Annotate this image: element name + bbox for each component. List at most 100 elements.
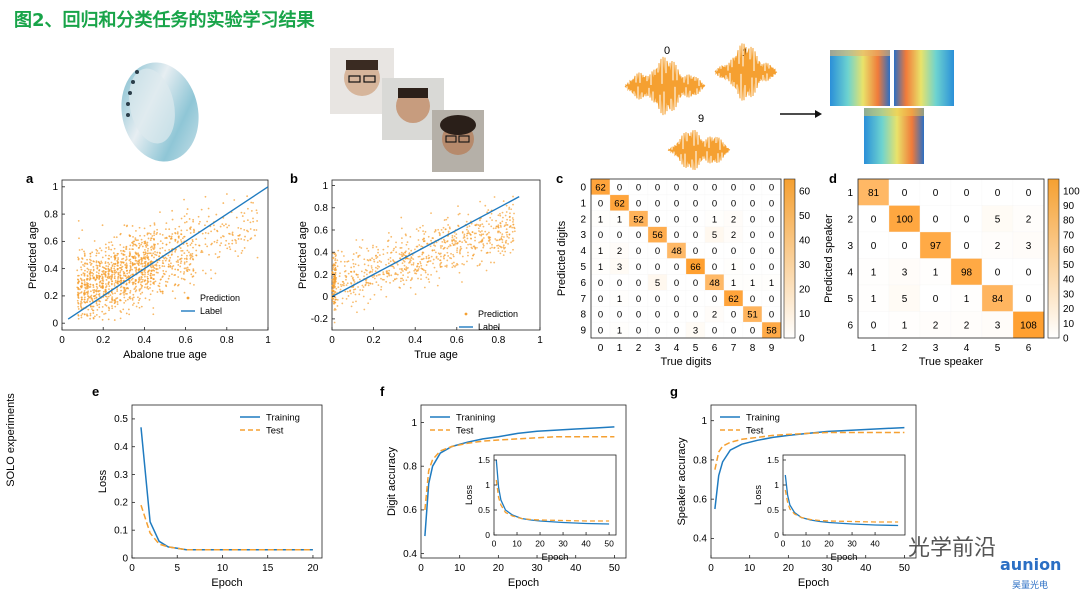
prediction-point bbox=[338, 275, 341, 278]
x-tick-label: 10 bbox=[217, 563, 229, 574]
prediction-point bbox=[501, 233, 504, 236]
prediction-point bbox=[185, 267, 187, 270]
y-tick-label: 1 bbox=[52, 182, 58, 193]
x-tick-label: 20 bbox=[307, 563, 319, 574]
prediction-point bbox=[138, 245, 141, 247]
prediction-point bbox=[332, 302, 335, 305]
prediction-point bbox=[131, 298, 134, 301]
prediction-point bbox=[358, 293, 361, 296]
abalone-shell-icon bbox=[121, 62, 199, 162]
prediction-point bbox=[215, 213, 218, 216]
prediction-point bbox=[163, 265, 166, 268]
prediction-point bbox=[152, 282, 154, 284]
prediction-point bbox=[512, 220, 514, 223]
prediction-point bbox=[108, 248, 110, 250]
x-tick-label: 20 bbox=[824, 539, 834, 549]
prediction-point bbox=[140, 262, 143, 265]
prediction-point bbox=[161, 233, 164, 236]
x-tick-label: 0 bbox=[708, 563, 714, 574]
chart-c: 62 0 0 0 0 0 0 0 0 00 62 0 0 0 0 0 0 0 01 1 52 0 0 0 1 2 0 00 0 0 56 0 0… bbox=[556, 178, 811, 368]
prediction-point bbox=[114, 299, 116, 301]
prediction-point bbox=[158, 255, 160, 258]
prediction-point bbox=[431, 249, 434, 252]
prediction-point bbox=[133, 240, 136, 243]
prediction-point bbox=[378, 265, 381, 268]
prediction-point bbox=[152, 313, 155, 316]
prediction-point bbox=[113, 302, 116, 305]
prediction-point bbox=[499, 252, 502, 255]
y-tick-label: 8 bbox=[580, 310, 586, 321]
prediction-point bbox=[401, 237, 403, 240]
prediction-point bbox=[390, 274, 393, 277]
prediction-point bbox=[111, 273, 114, 276]
x-tick-label: 9 bbox=[769, 343, 775, 354]
prediction-point bbox=[450, 252, 452, 255]
prediction-point bbox=[210, 230, 213, 233]
prediction-point bbox=[109, 294, 112, 296]
prediction-point bbox=[147, 277, 149, 280]
prediction-point bbox=[130, 278, 133, 281]
prediction-point bbox=[435, 270, 438, 273]
prediction-point bbox=[468, 225, 471, 227]
prediction-point bbox=[424, 230, 427, 233]
prediction-point bbox=[105, 286, 107, 289]
prediction-point bbox=[455, 240, 457, 243]
prediction-point bbox=[499, 214, 502, 217]
prediction-point bbox=[101, 286, 104, 288]
cell-value: 0 bbox=[995, 267, 1001, 278]
prediction-point bbox=[95, 254, 98, 257]
cell-value: 1 bbox=[871, 267, 877, 278]
prediction-point bbox=[77, 317, 80, 320]
prediction-point bbox=[123, 296, 126, 299]
prediction-point bbox=[433, 266, 436, 269]
prediction-point bbox=[92, 276, 95, 279]
prediction-point bbox=[80, 266, 82, 269]
x-tick-label: 20 bbox=[535, 539, 545, 549]
prediction-point bbox=[193, 231, 195, 234]
prediction-point bbox=[204, 231, 207, 234]
prediction-point bbox=[340, 250, 343, 253]
prediction-point bbox=[192, 275, 195, 278]
prediction-point bbox=[478, 241, 480, 244]
prediction-point bbox=[420, 245, 423, 248]
prediction-point bbox=[164, 256, 167, 259]
prediction-point bbox=[243, 238, 246, 241]
prediction-point bbox=[429, 260, 432, 262]
prediction-point bbox=[111, 264, 114, 266]
prediction-point bbox=[171, 218, 174, 221]
prediction-point bbox=[456, 251, 458, 254]
prediction-point bbox=[150, 260, 153, 263]
label-line bbox=[331, 196, 520, 298]
panel-letter-e: e bbox=[92, 384, 99, 399]
prediction-point bbox=[183, 291, 186, 294]
prediction-point bbox=[453, 235, 456, 238]
prediction-point bbox=[334, 261, 337, 264]
prediction-point bbox=[469, 232, 471, 235]
prediction-point bbox=[499, 212, 501, 215]
prediction-point bbox=[135, 230, 137, 232]
prediction-point bbox=[189, 227, 191, 230]
prediction-point bbox=[362, 295, 365, 298]
prediction-point bbox=[77, 274, 80, 277]
prediction-point bbox=[235, 242, 238, 244]
prediction-point bbox=[352, 288, 355, 291]
prediction-point bbox=[204, 237, 207, 240]
prediction-point bbox=[77, 305, 80, 308]
prediction-point bbox=[367, 284, 370, 287]
prediction-point bbox=[154, 250, 156, 253]
chart-e: 0 5 10 15 2000.10.20.30.40.5EpochLossTrainin… bbox=[97, 404, 323, 589]
prediction-point bbox=[351, 258, 354, 261]
prediction-point bbox=[120, 279, 123, 282]
prediction-point bbox=[84, 262, 87, 265]
prediction-point bbox=[149, 246, 152, 249]
prediction-point bbox=[502, 246, 505, 249]
cell-value: 56 bbox=[652, 230, 663, 241]
prediction-point bbox=[137, 302, 140, 304]
prediction-point bbox=[438, 253, 441, 256]
cell-value: 58 bbox=[766, 326, 777, 337]
prediction-point bbox=[400, 246, 403, 249]
prediction-point bbox=[477, 227, 480, 230]
prediction-point bbox=[377, 284, 380, 286]
prediction-point bbox=[180, 254, 183, 257]
prediction-point bbox=[177, 264, 180, 266]
